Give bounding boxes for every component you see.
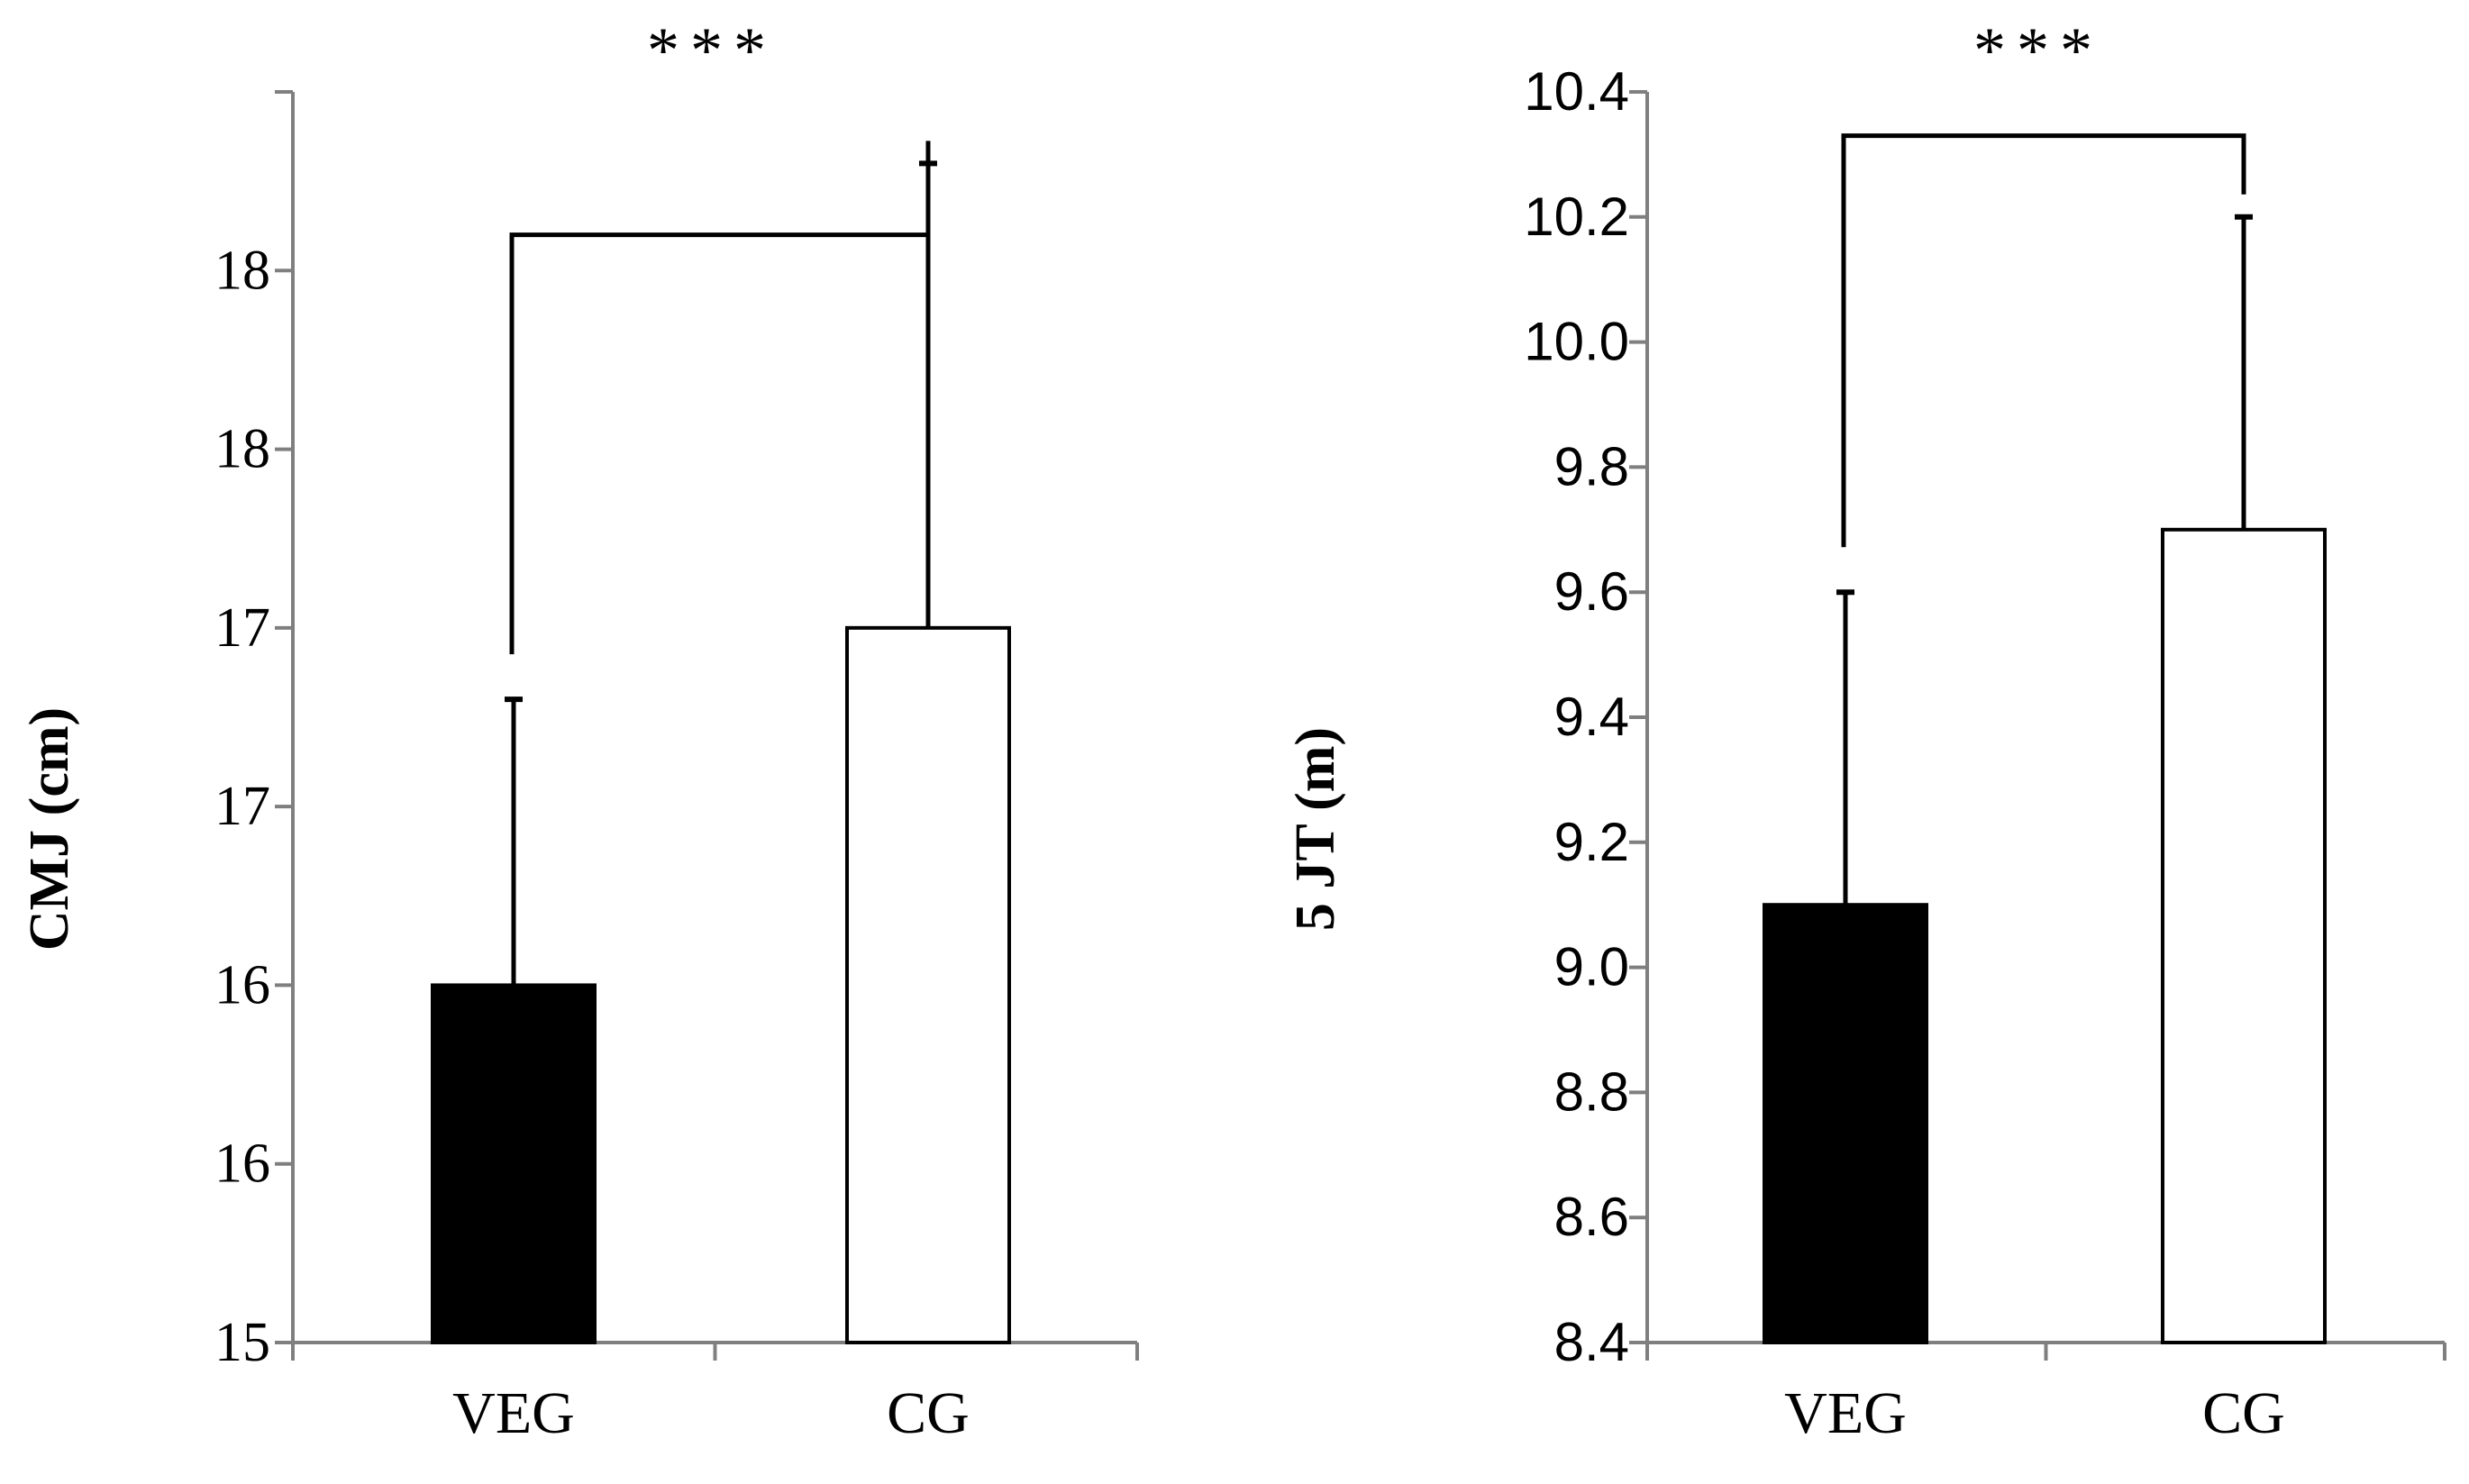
chart-cmj: 15 16 16 17 17 18 18 VEG CG *** CMJ (cm) [19,14,1139,1446]
y-tick-label: 10.2 [1524,187,1629,247]
bar-veg [1763,903,1928,1344]
y-tick-label: 17 [214,597,270,659]
y-tick-label: 8.4 [1554,1312,1629,1372]
y-tick-label: 9.2 [1554,812,1629,872]
y-tick-label: 18 [214,419,270,480]
bar-cg [2161,527,2327,1344]
x-tick-label: VEG [1784,1380,1907,1446]
y-tick-label: 8.6 [1554,1187,1629,1247]
significance-label: *** [1973,14,2103,86]
significance-bracket [509,141,931,655]
y-tick-label: 10.0 [1524,312,1629,372]
y-tick-label: 9.0 [1554,937,1629,997]
y-tick-label: 15 [214,1312,270,1373]
x-tick-label: CG [2202,1380,2285,1446]
y-axis-label: CMJ (cm) [19,707,80,951]
y-tick-label: 16 [214,1133,270,1195]
y-tick-label: 18 [214,240,270,301]
y-tick-label: 9.6 [1554,561,1629,622]
y-tick-label: 16 [214,954,270,1015]
x-tick-label: CG [887,1380,970,1446]
y-tick-label: 9.4 [1554,687,1629,747]
y-tick-label: 8.8 [1554,1061,1629,1122]
bar-cg [845,625,1011,1344]
bar-veg [431,983,597,1345]
y-tick-label: 10.4 [1524,61,1629,122]
significance-bracket [1841,133,2246,548]
x-tick-label: VEG [452,1380,575,1446]
significance-label: *** [647,14,777,86]
y-tick-label: 17 [214,776,270,837]
chart-5jt: 8.4 8.6 8.8 9.0 9.2 9.4 9.6 9.8 10.0 10.2 10.4 VEG C… [1285,14,2446,1446]
y-axis-label: 5 JT (m) [1285,727,1346,931]
y-tick-label: 9.8 [1554,436,1629,496]
